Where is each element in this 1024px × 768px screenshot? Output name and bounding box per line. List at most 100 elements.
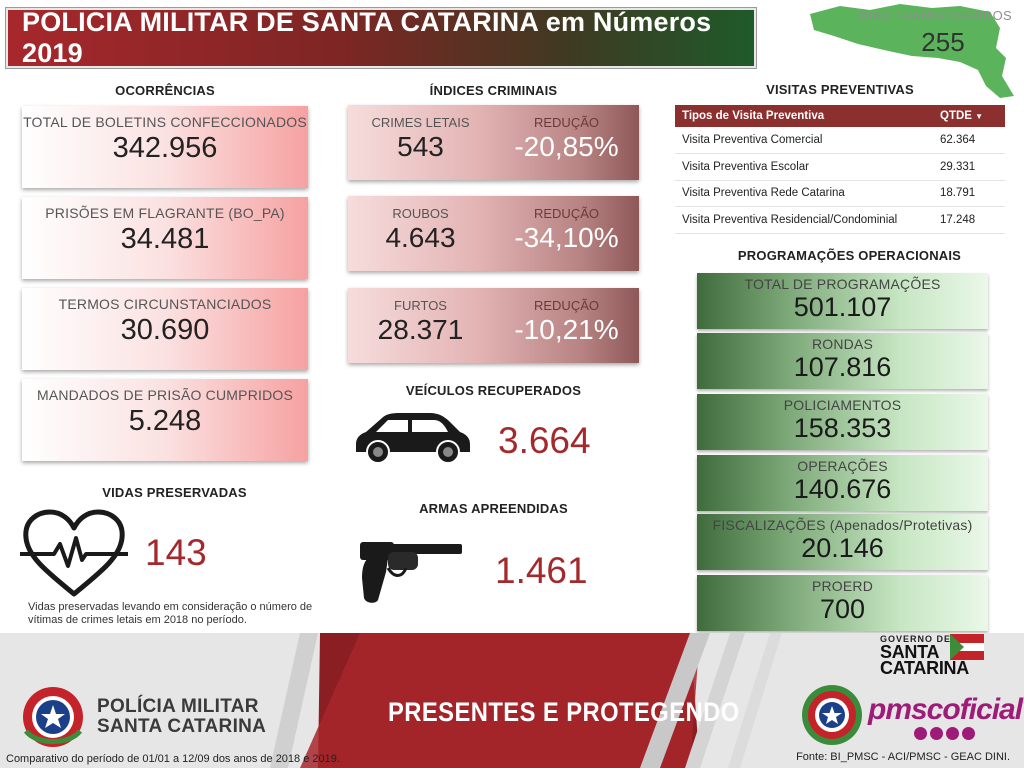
twitter-icon[interactable] (946, 727, 959, 740)
source-note: Fonte: BI_PMSC - ACI/PMSC - GEAC DINI. (796, 751, 1010, 763)
instagram-icon[interactable] (930, 727, 943, 740)
table-row: Visita Preventiva Residencial/Condominia… (675, 206, 1005, 234)
visit-type: Visita Preventiva Rede Catarina (675, 180, 933, 207)
prog-label: FISCALIZAÇÕES (Apenados/Protetivas) (712, 517, 973, 533)
prog-card-policiamentos: POLICIAMENTOS 158.353 (697, 394, 988, 450)
idx-value: 4.643 (385, 222, 456, 253)
gov-name-line1: SANTA (880, 642, 940, 662)
pmsc-seal-icon (802, 685, 862, 745)
page-title: POLICIA MILITAR DE SANTA CATARINA em Núm… (5, 7, 757, 69)
visit-type: Visita Preventiva Residencial/Condominia… (675, 206, 933, 234)
idx-card-furtos: FURTOS 28.371 REDUÇÃO -10,21% (348, 288, 639, 363)
prog-card-proerd: PROERD 700 (697, 575, 988, 631)
ocorrencias-title: OCORRÊNCIAS (115, 83, 215, 98)
occ-label: TERMOS CIRCUNSTANCIADOS (58, 296, 272, 312)
visit-type: Visita Preventiva Escolar (675, 153, 933, 181)
pmsc-shield-icon (23, 687, 83, 747)
prog-value: 501.107 (793, 292, 892, 322)
armas-value: 1.461 (495, 550, 588, 591)
prog-value: 20.146 (801, 533, 884, 563)
col-header-qtde-label: QTDE (940, 110, 972, 122)
gov-line: GOVERNO DE (880, 634, 952, 644)
reduction-value: -10,21% (514, 314, 619, 345)
youtube-icon[interactable] (962, 727, 975, 740)
idx-value: 543 (397, 131, 444, 162)
table-row: Visita Preventiva Comercial 62.364 (675, 127, 1005, 154)
reduction-label: REDUÇÃO (533, 115, 599, 130)
reduction-label: REDUÇÃO (533, 298, 599, 313)
idx-card-crimes-letais: CRIMES LETAIS 543 REDUÇÃO -20,85% (348, 105, 639, 180)
visitas-title: VISITAS PREVENTIVAS (766, 82, 914, 97)
vidas-value: 143 (145, 532, 207, 573)
footer-stripes (270, 633, 782, 768)
pmsc-name: POLÍCIA MILITAR SANTA CATARINA (97, 697, 266, 737)
prog-label: POLICIAMENTOS (783, 397, 902, 413)
prog-card-rondas: RONDAS 107.816 (697, 333, 988, 389)
prog-card-operacoes: OPERAÇÕES 140.676 (697, 455, 988, 511)
visit-qtde: 17.248 (933, 206, 1005, 234)
santa-catarina-map-icon (810, 4, 1014, 98)
days-elapsed-label: DIAS TRANSCORRIDOS (858, 8, 1012, 23)
idx-label: CRIMES LETAIS (371, 115, 470, 130)
car-icon (356, 413, 470, 464)
idx-value: 28.371 (377, 314, 464, 345)
col-header-qtde[interactable]: QTDE ▼ (933, 105, 1005, 127)
sc-flag-icon (950, 634, 984, 660)
idx-label: FURTOS (394, 298, 447, 313)
gov-name-line2: CATARINA (880, 658, 969, 678)
indices-title: ÍNDICES CRIMINAIS (429, 83, 558, 98)
occ-card-prisoes: PRISÕES EM FLAGRANTE (BO_PA) 34.481 (22, 197, 308, 279)
occ-value: 30.690 (120, 314, 210, 346)
programacoes-title: PROGRAMAÇÕES OPERACIONAIS (737, 248, 962, 263)
prog-value: 158.353 (793, 413, 892, 443)
occ-value: 34.481 (120, 223, 210, 255)
pmsc-name-line2: SANTA CATARINA (97, 716, 267, 737)
prog-card-total: TOTAL DE PROGRAMAÇÕES 501.107 (697, 273, 988, 329)
reduction-value: -20,85% (514, 131, 619, 162)
pmsc-name-line1: POLÍCIA MILITAR (97, 696, 259, 717)
idx-label: ROUBOS (392, 206, 449, 221)
reduction-label: REDUÇÃO (533, 206, 599, 221)
occ-label: TOTAL DE BOLETINS CONFECCIONADOS (23, 114, 307, 130)
vidas-note: Vidas preservadas levando em consideraçã… (28, 601, 313, 626)
facebook-icon[interactable] (914, 727, 927, 740)
prog-label: RONDAS (811, 336, 874, 352)
prog-value: 107.816 (793, 352, 892, 382)
visitas-table: Tipos de Visita Preventiva QTDE ▼ Visita… (675, 105, 1005, 234)
gov-name: SANTA CATARINA (880, 642, 969, 678)
veiculos-value: 3.664 (498, 420, 591, 461)
visit-qtde: 18.791 (933, 180, 1005, 207)
col-header-type[interactable]: Tipos de Visita Preventiva (682, 110, 825, 122)
slogan: PRESENTES E PROTEGENDO (388, 697, 740, 727)
occ-card-mandados: MANDADOS DE PRISÃO CUMPRIDOS 5.248 (22, 379, 308, 461)
revolver-icon (360, 542, 462, 603)
occ-value: 5.248 (128, 405, 202, 437)
occ-label: MANDADOS DE PRISÃO CUMPRIDOS (36, 387, 294, 403)
veiculos-title: VEÍCULOS RECUPERADOS (405, 383, 582, 398)
table-row: Visita Preventiva Rede Catarina 18.791 (675, 180, 1005, 207)
prog-label: PROERD (811, 578, 874, 594)
days-elapsed-value: 255 (921, 27, 965, 57)
occ-value: 342.956 (112, 132, 218, 164)
page-title-text: POLICIA MILITAR DE SANTA CATARINA em Núm… (22, 7, 712, 68)
prog-label: TOTAL DE PROGRAMAÇÕES (744, 276, 941, 292)
occ-card-boletins: TOTAL DE BOLETINS CONFECCIONADOS 342.956 (22, 106, 308, 188)
armas-title: ARMAS APREENDIDAS (419, 501, 568, 516)
visit-qtde: 29.331 (933, 153, 1005, 181)
sort-desc-icon[interactable]: ▼ (975, 112, 984, 121)
prog-label: OPERAÇÕES (797, 458, 888, 474)
social-icons (914, 727, 975, 740)
occ-label: PRISÕES EM FLAGRANTE (BO_PA) (45, 205, 285, 221)
prog-card-fiscalizacoes: FISCALIZAÇÕES (Apenados/Protetivas) 20.1… (697, 514, 988, 570)
prog-value: 700 (819, 594, 866, 624)
table-header-row: Tipos de Visita Preventiva QTDE ▼ (675, 105, 1005, 127)
visit-type: Visita Preventiva Comercial (675, 127, 933, 154)
occ-card-termos: TERMOS CIRCUNSTANCIADOS 30.690 (22, 288, 308, 370)
idx-card-roubos: ROUBOS 4.643 REDUÇÃO -34,10% (348, 196, 639, 271)
heart-pulse-icon (20, 509, 128, 597)
vidas-title: VIDAS PRESERVADAS (102, 485, 247, 500)
reduction-value: -34,10% (514, 222, 619, 253)
visit-qtde: 62.364 (933, 127, 1005, 154)
social-handle[interactable]: pmscoficial (868, 693, 1023, 726)
prog-value: 140.676 (793, 474, 892, 504)
